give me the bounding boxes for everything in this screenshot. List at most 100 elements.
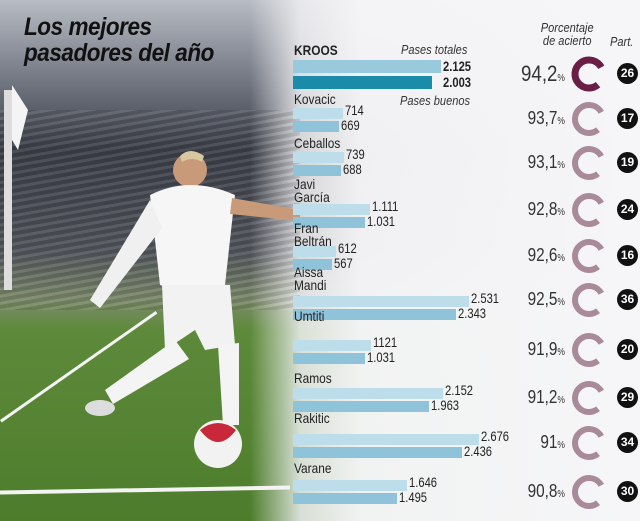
matches-badge: 30: [617, 481, 638, 502]
bar-total-passes: [293, 480, 408, 491]
accuracy-value: 91%: [514, 432, 565, 453]
accuracy-value: 92,6%: [514, 245, 565, 266]
accuracy-ring-icon: [572, 193, 606, 227]
bar-total-passes: [293, 296, 469, 307]
percent-sign: %: [557, 347, 565, 358]
title-line-1: Los mejores: [24, 13, 152, 41]
bar-good-passes: [293, 309, 456, 320]
bar-total-passes: [293, 246, 336, 257]
player-name: Ceballos: [294, 135, 341, 151]
accuracy-value: 92,8%: [514, 199, 565, 220]
accuracy-number: 90,8: [527, 481, 558, 501]
value-total-passes: 1.111: [372, 198, 399, 214]
bar-total-passes: [293, 60, 441, 73]
player-illustration: [4, 85, 300, 468]
player-name: Aissa Mandi: [294, 264, 327, 293]
accuracy-ring-icon: [572, 102, 606, 136]
accuracy-ring-icon: [572, 381, 606, 415]
chart-title: Los mejores pasadores del año: [24, 14, 214, 66]
header-accuracy-line-2: de acierto: [542, 33, 592, 48]
value-total-passes: 2.125: [443, 58, 472, 74]
value-total-passes: 1121: [372, 334, 397, 350]
bar-total-passes: [293, 388, 443, 399]
header-good-passes: Pases buenos: [400, 93, 471, 108]
player-name: Rakitic: [294, 410, 330, 426]
value-total-passes: 612: [337, 240, 357, 256]
value-total-passes: 2.676: [480, 428, 510, 444]
accuracy-ring-icon: [571, 56, 607, 92]
bar-good-passes: [293, 259, 333, 270]
header-matches: Part.: [610, 34, 634, 49]
value-good-passes: 1.031: [366, 349, 395, 365]
value-good-passes: 1.963: [431, 397, 460, 413]
accuracy-value: 93,1%: [514, 152, 565, 173]
percent-sign: %: [557, 440, 565, 451]
value-good-passes: 1.031: [366, 213, 395, 229]
accuracy-ring-icon: [572, 333, 606, 367]
matches-badge: 26: [617, 63, 638, 84]
bar-total-passes: [293, 434, 479, 445]
accuracy-ring-icon: [572, 426, 606, 460]
accuracy-value: 94,2%: [514, 61, 565, 87]
bar-good-passes: [293, 121, 340, 132]
value-good-passes: 688: [342, 161, 362, 177]
bar-good-passes: [293, 401, 430, 412]
value-good-passes: 1.495: [398, 489, 427, 505]
player-name: KROOS: [294, 42, 338, 58]
accuracy-number: 91,9: [527, 339, 558, 359]
percent-sign: %: [557, 160, 565, 171]
value-total-passes: 1.646: [409, 474, 438, 490]
value-good-passes: 2.003: [443, 74, 472, 90]
accuracy-number: 93,1: [527, 152, 558, 172]
matches-badge: 24: [617, 199, 638, 220]
accuracy-value: 92,5%: [514, 289, 565, 310]
bar-good-passes: [293, 76, 433, 89]
percent-sign: %: [557, 395, 565, 406]
accuracy-number: 92,5: [527, 289, 558, 309]
percent-sign: %: [557, 489, 565, 500]
bar-total-passes: [293, 108, 343, 119]
bar-good-passes: [293, 217, 365, 228]
player-name: Javi García: [294, 176, 330, 205]
matches-badge: 34: [617, 432, 638, 453]
player-name: Umtiti: [294, 308, 325, 324]
value-good-passes: 2.343: [457, 305, 486, 321]
player-name: Ramos: [294, 370, 332, 386]
percent-sign: %: [557, 207, 565, 218]
accuracy-number: 91,2: [527, 387, 558, 407]
accuracy-ring-icon: [572, 283, 606, 317]
accuracy-number: 94,2: [521, 61, 558, 86]
percent-sign: %: [557, 253, 565, 264]
value-total-passes: 714: [344, 102, 364, 118]
accuracy-number: 91: [540, 432, 558, 452]
bar-good-passes: [293, 493, 397, 504]
percent-sign: %: [557, 297, 565, 308]
matches-badge: 20: [617, 339, 638, 360]
accuracy-value: 93,7%: [514, 108, 565, 129]
bar-total-passes: [293, 204, 371, 215]
player-name: Kovacic: [294, 91, 336, 107]
accuracy-ring-icon: [572, 239, 606, 273]
accuracy-ring-icon: [572, 146, 606, 180]
accuracy-number: 92,6: [527, 245, 558, 265]
accuracy-ring-icon: [572, 475, 606, 509]
matches-badge: 19: [617, 152, 638, 173]
bar-total-passes: [293, 340, 371, 351]
header-accuracy: Porcentaje de acierto: [540, 21, 594, 47]
player-name: Fran Beltrán: [294, 220, 332, 249]
accuracy-value: 90,8%: [514, 481, 565, 502]
header-total-passes: Pases totales: [401, 42, 468, 57]
accuracy-value: 91,2%: [514, 387, 565, 408]
matches-badge: 36: [617, 289, 638, 310]
bar-good-passes: [293, 353, 365, 364]
matches-badge: 17: [617, 108, 638, 129]
matches-badge: 29: [617, 387, 638, 408]
accuracy-number: 93,7: [527, 108, 558, 128]
bar-total-passes: [293, 152, 345, 163]
percent-sign: %: [557, 116, 565, 127]
value-total-passes: 2.152: [444, 382, 473, 398]
value-good-passes: 2.436: [464, 443, 493, 459]
bar-good-passes: [293, 447, 463, 458]
bar-good-passes: [293, 165, 341, 176]
player-name: Varane: [294, 460, 332, 476]
